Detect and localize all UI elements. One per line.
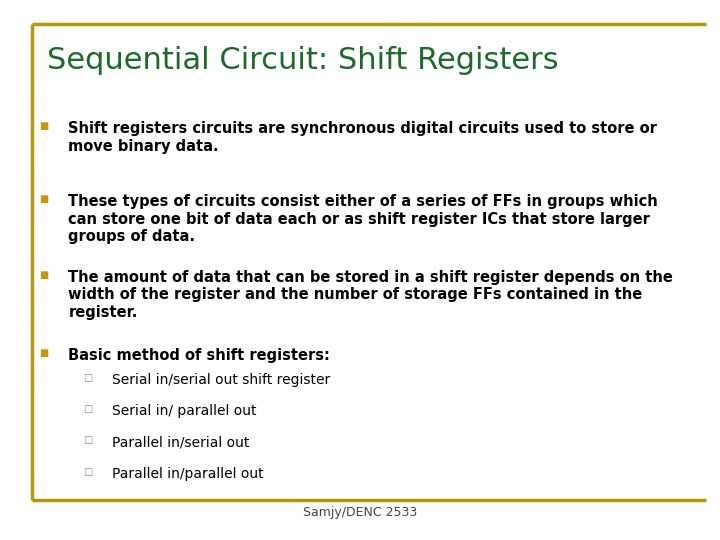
Text: Parallel in/serial out: Parallel in/serial out: [112, 435, 249, 449]
Text: ■: ■: [40, 194, 49, 205]
Text: These types of circuits consist either of a series of FFs in groups which
can st: These types of circuits consist either o…: [68, 194, 658, 244]
Text: ■: ■: [40, 348, 49, 359]
Text: Serial in/serial out shift register: Serial in/serial out shift register: [112, 373, 330, 387]
Text: ■: ■: [40, 122, 49, 132]
Text: □: □: [83, 404, 92, 414]
Text: □: □: [83, 435, 92, 445]
Text: Samjy/DENC 2533: Samjy/DENC 2533: [303, 507, 417, 519]
Text: Parallel in/parallel out: Parallel in/parallel out: [112, 467, 264, 481]
Text: Shift registers circuits are synchronous digital circuits used to store or
move : Shift registers circuits are synchronous…: [68, 122, 657, 154]
Text: Sequential Circuit: Shift Registers: Sequential Circuit: Shift Registers: [47, 46, 559, 75]
Text: Basic method of shift registers:: Basic method of shift registers:: [68, 348, 330, 363]
Text: The amount of data that can be stored in a shift register depends on the
width o: The amount of data that can be stored in…: [68, 270, 673, 320]
Text: ■: ■: [40, 270, 49, 280]
Text: □: □: [83, 467, 92, 477]
Text: □: □: [83, 373, 92, 383]
Text: Serial in/ parallel out: Serial in/ parallel out: [112, 404, 256, 418]
